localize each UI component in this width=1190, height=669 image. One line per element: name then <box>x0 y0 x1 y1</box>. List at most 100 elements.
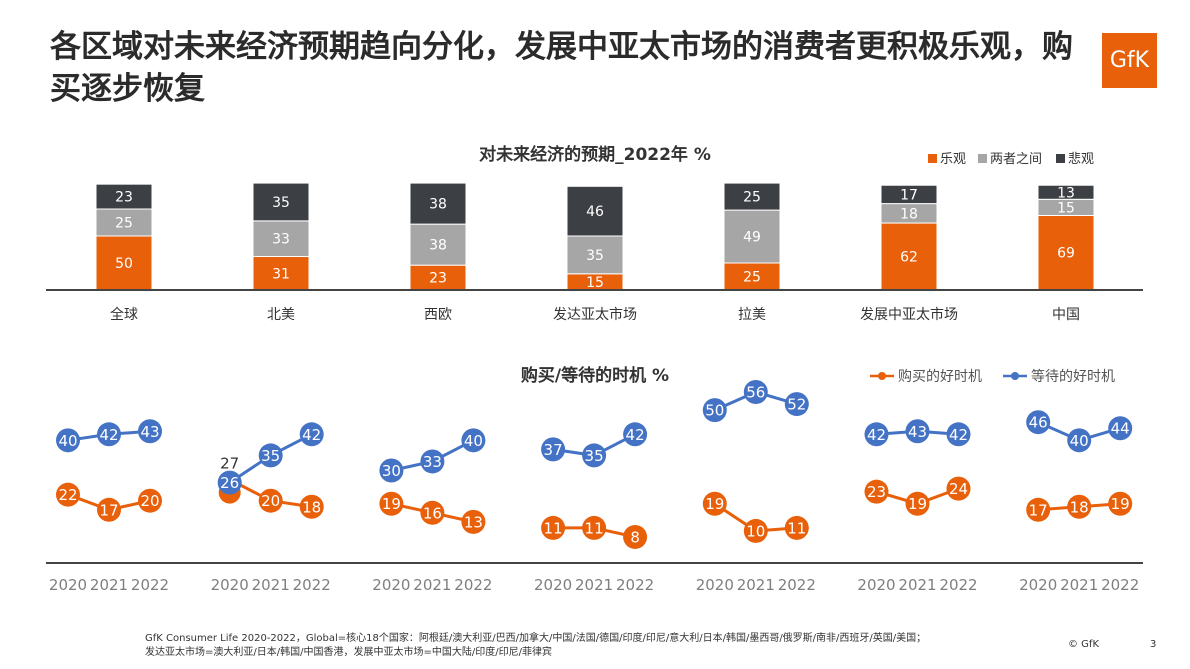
data-label: 19 <box>705 495 724 513</box>
data-point <box>784 515 809 540</box>
data-label: 25 <box>743 270 761 286</box>
data-label: 50 <box>705 402 724 420</box>
data-label: 33 <box>423 453 442 471</box>
data-label: 50 <box>115 256 133 272</box>
line-chart-title: 购买/等待的时机 % <box>521 365 669 386</box>
data-point <box>1108 416 1133 441</box>
data-point <box>299 422 324 447</box>
data-label: 49 <box>743 230 761 246</box>
data-label: 19 <box>382 495 401 513</box>
data-label: 69 <box>1057 246 1075 262</box>
gfk-logo: GfK <box>1102 33 1157 88</box>
data-label: 40 <box>1070 432 1089 450</box>
data-label: 15 <box>586 275 604 291</box>
data-label: 24 <box>949 480 968 498</box>
data-label: 11 <box>787 519 806 537</box>
bar-segment <box>880 184 938 205</box>
data-label: 33 <box>272 232 290 248</box>
data-label: 42 <box>99 426 118 444</box>
data-label: 18 <box>302 498 321 516</box>
data-label: 35 <box>585 447 604 465</box>
bar-segment <box>566 235 624 275</box>
data-label: 43 <box>908 423 927 441</box>
data-point <box>784 392 809 417</box>
data-label: 11 <box>544 519 563 537</box>
data-label: 19 <box>1111 495 1130 513</box>
data-point <box>1108 491 1133 516</box>
data-label: 43 <box>140 423 159 441</box>
data-label: 42 <box>626 426 645 444</box>
x-tick-label: 2022 <box>939 576 977 594</box>
x-tick-label: 2022 <box>616 576 654 594</box>
data-point <box>461 509 486 534</box>
data-label: 10 <box>746 522 765 540</box>
legend-swatch <box>1056 154 1065 163</box>
data-label: 23 <box>867 483 886 501</box>
bar-segment <box>1037 214 1095 291</box>
data-point <box>97 497 121 522</box>
bar-chart-title: 对未来经济的预期_2022年 % <box>479 144 711 165</box>
data-point <box>702 491 727 516</box>
legend-swatch <box>928 154 937 163</box>
data-point <box>541 437 566 462</box>
footer-line-1: GfK Consumer Life 2020-2022，Global=核心18个… <box>145 633 927 644</box>
category-label: 拉美 <box>738 307 766 323</box>
bar-segment <box>252 220 310 258</box>
data-point <box>623 524 648 549</box>
data-label: 26 <box>220 474 239 492</box>
x-tick-label: 2021 <box>252 576 290 594</box>
bar-segment <box>723 209 781 264</box>
legend-label: 购买的好时机 <box>898 369 982 385</box>
bar-segment <box>95 183 153 210</box>
data-label: 13 <box>1057 185 1075 201</box>
data-label: 38 <box>429 238 447 254</box>
data-label: 35 <box>261 447 280 465</box>
x-tick-label: 2021 <box>575 576 613 594</box>
data-point <box>138 419 162 444</box>
data-point <box>379 491 404 516</box>
x-tick-label: 2021 <box>90 576 128 594</box>
data-label: 25 <box>743 190 761 206</box>
x-tick-label: 2020 <box>534 576 572 594</box>
data-point <box>582 515 607 540</box>
data-point <box>905 491 930 516</box>
data-label: 37 <box>544 441 563 459</box>
data-point <box>1067 494 1092 519</box>
data-point <box>582 443 607 468</box>
data-label: 23 <box>115 190 133 206</box>
data-label: 15 <box>1057 200 1075 216</box>
bar-segment <box>723 262 781 291</box>
category-label: 北美 <box>267 307 295 323</box>
x-tick-label: 2020 <box>49 576 87 594</box>
legend-marker <box>1011 372 1019 380</box>
data-point <box>299 494 324 519</box>
data-label: 13 <box>464 513 483 531</box>
data-label: 56 <box>746 384 765 402</box>
legend-label: 两者之间 <box>990 152 1042 167</box>
data-point <box>56 482 80 507</box>
bar-segment <box>409 182 467 225</box>
category-label: 发展中亚太市场 <box>860 306 958 323</box>
data-point <box>1067 428 1092 453</box>
data-point <box>56 428 80 453</box>
x-tick-label: 2022 <box>1101 576 1139 594</box>
data-label: 44 <box>1111 420 1130 438</box>
bar-segment <box>409 264 467 291</box>
data-label: 17 <box>1029 501 1048 519</box>
data-point <box>258 488 283 513</box>
data-label: 40 <box>464 432 483 450</box>
bar-segment <box>409 223 467 266</box>
data-point <box>864 479 889 504</box>
data-label: 17 <box>900 187 918 203</box>
legend-label: 乐观 <box>940 152 966 167</box>
x-tick-label: 2022 <box>293 576 331 594</box>
category-label: 发达亚太市场 <box>553 306 637 323</box>
data-label: 46 <box>586 204 604 220</box>
data-label: 20 <box>261 492 280 510</box>
data-label: 8 <box>630 528 640 546</box>
data-label: 20 <box>140 492 159 510</box>
data-label: 46 <box>1029 414 1048 432</box>
x-tick-label: 2021 <box>898 576 936 594</box>
data-point <box>702 398 727 423</box>
